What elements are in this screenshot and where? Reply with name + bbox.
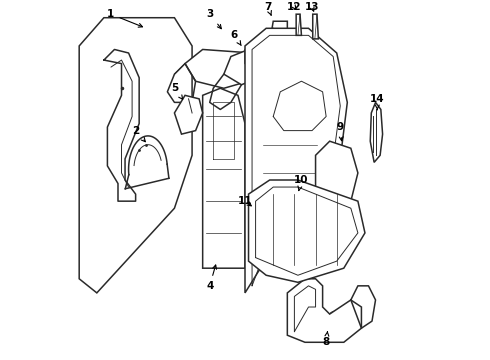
Polygon shape (174, 95, 203, 134)
Polygon shape (185, 49, 263, 88)
Text: 5: 5 (171, 83, 183, 99)
Text: 13: 13 (305, 2, 319, 12)
Text: 2: 2 (132, 126, 146, 142)
Polygon shape (316, 141, 358, 212)
Polygon shape (287, 279, 362, 342)
Polygon shape (370, 102, 383, 162)
Text: 10: 10 (294, 175, 309, 191)
Text: 3: 3 (206, 9, 221, 29)
Text: 14: 14 (370, 94, 385, 109)
Polygon shape (79, 18, 192, 293)
Polygon shape (245, 28, 347, 293)
Polygon shape (224, 49, 263, 85)
Polygon shape (313, 14, 318, 39)
Text: 8: 8 (322, 332, 330, 347)
Polygon shape (248, 180, 365, 282)
Text: 1: 1 (107, 9, 143, 27)
Polygon shape (296, 14, 301, 35)
Text: 6: 6 (231, 30, 241, 45)
Polygon shape (270, 21, 287, 53)
Text: 11: 11 (238, 196, 252, 206)
Text: 12: 12 (287, 2, 302, 12)
Polygon shape (203, 88, 245, 268)
Text: 7: 7 (264, 2, 271, 15)
Text: 4: 4 (206, 265, 217, 291)
Text: 9: 9 (337, 122, 344, 141)
